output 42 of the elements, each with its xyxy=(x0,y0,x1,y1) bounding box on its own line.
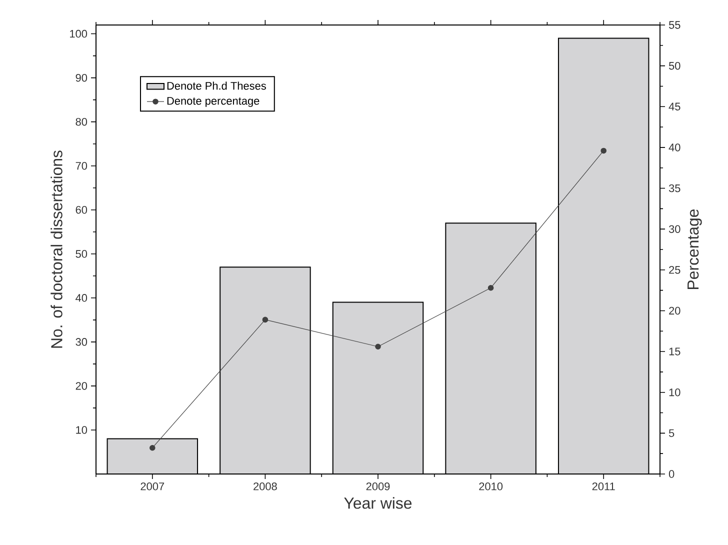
y2-tick-label: 40 xyxy=(668,144,680,152)
y-tick-label: 30 xyxy=(76,338,88,346)
y-tick-label: 80 xyxy=(76,118,88,126)
y2-tick-label: 10 xyxy=(669,388,680,396)
y-tick-label: 40 xyxy=(76,294,88,302)
y2-tick-label: 5 xyxy=(668,429,674,437)
y-tick-label: 10 xyxy=(76,426,88,434)
y-tick-label: 70 xyxy=(76,162,88,170)
y2-tick-label: 15 xyxy=(669,348,680,356)
y2-tick-label: 20 xyxy=(669,306,680,315)
bar xyxy=(107,438,198,474)
y-tick-label: 50 xyxy=(76,250,88,258)
point xyxy=(262,316,268,323)
y2-tick-label: 55 xyxy=(668,21,680,29)
point xyxy=(375,344,381,350)
y-tick-label: 100 xyxy=(70,30,88,38)
y-axis-title: No. of doctoral dissertations xyxy=(50,150,62,348)
y2-tick-label: 50 xyxy=(668,62,680,70)
x-tick-label: 2008 xyxy=(254,482,277,490)
bar xyxy=(558,38,650,474)
x-tick-label: 2007 xyxy=(140,482,164,490)
point xyxy=(600,148,606,154)
y-tick-label: 20 xyxy=(76,382,88,390)
y2-tick-label: 25 xyxy=(669,266,680,274)
x-tick-label: 2011 xyxy=(592,482,615,490)
x-tick-label: 2009 xyxy=(366,482,390,490)
y2-tick-label: 30 xyxy=(668,225,680,233)
x-tick-label: 2010 xyxy=(479,482,503,490)
point xyxy=(150,444,156,451)
y-tick-label: 90 xyxy=(76,74,88,82)
y-tick-label: 60 xyxy=(76,206,88,214)
legend-label: Denote Ph.d Theses xyxy=(167,82,266,90)
point xyxy=(488,284,494,291)
legend-label: Denote percentage xyxy=(167,97,260,107)
y2-tick-label: 0 xyxy=(668,470,674,478)
bar xyxy=(220,267,310,474)
bar xyxy=(332,302,424,474)
y2-tick-label: 45 xyxy=(668,102,680,110)
bar xyxy=(446,223,536,474)
x-axis-title: Year wise xyxy=(344,497,412,509)
y2-axis-title: Percentage xyxy=(688,209,702,289)
y2-tick-label: 35 xyxy=(668,184,680,192)
